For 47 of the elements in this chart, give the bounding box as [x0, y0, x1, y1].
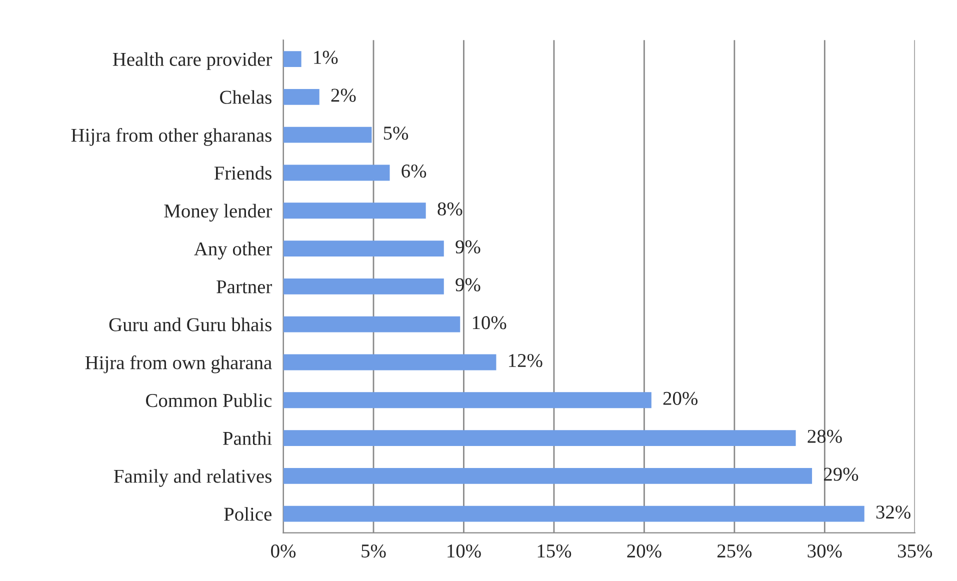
y-tick-label: Guru and Guru bhais: [109, 318, 272, 332]
y-tick-label: Hijra from other gharanas: [71, 128, 272, 146]
y-tick-label: Panthi: [223, 431, 272, 445]
bar: [283, 126, 372, 143]
data-label: 8%: [438, 202, 462, 216]
data-label: 6%: [402, 164, 426, 178]
bar: [283, 164, 390, 181]
data-label: 9%: [456, 278, 480, 292]
x-tick-label: 25%: [717, 544, 752, 558]
bar: [283, 354, 496, 370]
x-tick-label: 5%: [362, 544, 386, 558]
y-tick-label: Money lender: [164, 204, 272, 222]
bar: [283, 316, 460, 332]
y-tick-label: Common Public: [146, 393, 272, 408]
bar: [283, 51, 302, 67]
bar: [283, 392, 652, 408]
y-tick-label: Police: [224, 507, 272, 521]
data-label: 20%: [663, 392, 698, 406]
bar: [283, 240, 444, 256]
x-tick-label: 0%: [271, 544, 296, 558]
bar: [283, 88, 320, 105]
bar: [283, 468, 812, 484]
bar: [283, 506, 864, 522]
data-label: 5%: [384, 126, 408, 140]
data-label: 10%: [472, 316, 506, 330]
data-label: 29%: [824, 468, 858, 481]
x-tick-label: 15%: [538, 544, 572, 558]
y-tick-label: Any other: [194, 242, 272, 260]
bar: [283, 202, 426, 219]
data-label: 2%: [331, 88, 356, 102]
bar: [283, 278, 444, 294]
data-label: 12%: [509, 354, 542, 368]
data-label: 32%: [876, 506, 910, 519]
data-label: 28%: [808, 430, 842, 443]
y-tick-label: Chelas: [220, 90, 272, 104]
x-tick-label: 10%: [448, 544, 481, 558]
y-tick-label: Partner: [216, 280, 272, 294]
x-tick-label: 30%: [808, 544, 842, 558]
x-tick-label: 35%: [898, 544, 932, 558]
y-tick-label: Family and relatives: [114, 469, 272, 487]
y-tick-label: Friends: [214, 166, 272, 180]
y-tick-label: Health care provider: [112, 52, 272, 70]
y-tick-label: Hijra from own gharana: [85, 355, 272, 374]
bar: [283, 430, 796, 446]
x-tick-label: 20%: [627, 544, 662, 558]
data-label: 9%: [456, 240, 480, 254]
data-label: 1%: [314, 50, 338, 64]
